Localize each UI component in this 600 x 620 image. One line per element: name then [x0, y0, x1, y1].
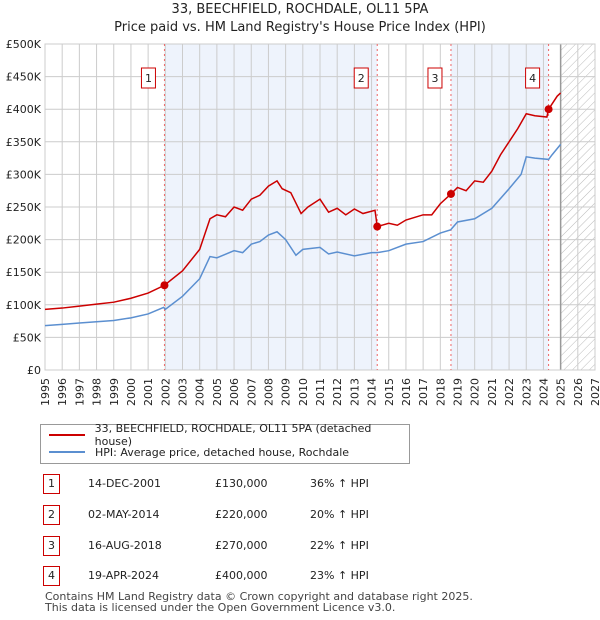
- legend-line-property: [49, 434, 85, 436]
- price-chart: 1995 1996 1997 1998 1999 2000 2001 2002 2003 2004…: [6, 38, 600, 406]
- sale-label-box: [525, 67, 541, 89]
- x-tick-label: 2016: [400, 378, 413, 406]
- x-tick-label: 2019: [452, 378, 465, 406]
- x-tick-label: 2006: [228, 378, 241, 406]
- sale-hpi-diff: 20% ↑ HPI: [310, 508, 369, 521]
- y-tick-label: £150K: [6, 266, 42, 279]
- sale-label: 2: [358, 72, 365, 85]
- x-tick-label: 2011: [314, 378, 327, 406]
- x-tick-label: 2013: [348, 378, 361, 406]
- sale-number: 2: [43, 505, 60, 525]
- x-tick-label: 2027: [589, 378, 600, 406]
- sale-price: £130,000: [215, 477, 268, 490]
- x-tick-label: 2018: [434, 378, 447, 406]
- footer-copyright: Contains HM Land Registry data © Crown c…: [45, 590, 473, 603]
- x-tick-label: 2023: [520, 378, 533, 406]
- y-tick-label: £0: [27, 364, 41, 377]
- chart-subtitle: Price paid vs. HM Land Registry's House …: [114, 20, 486, 35]
- sale-label: 4: [529, 72, 536, 85]
- x-tick-label: 2024: [537, 378, 550, 406]
- x-tick-label: 1998: [91, 378, 104, 406]
- x-tick-label: 2015: [383, 378, 396, 406]
- x-tick-label: 1999: [108, 378, 121, 406]
- x-tick-label: 2007: [245, 378, 258, 406]
- legend: 33, BEECHFIELD, ROCHDALE, OL11 5PA (deta…: [40, 422, 410, 464]
- legend-line-hpi: [49, 451, 85, 453]
- x-tick-label: 2003: [177, 378, 190, 406]
- table-row: 2 02-MAY-2014 £220,000 20% ↑ HPI: [0, 505, 600, 525]
- x-tick-label: 2012: [331, 378, 344, 406]
- legend-label-hpi: HPI: Average price, detached house, Roch…: [95, 445, 350, 459]
- y-tick-label: £300K: [6, 168, 42, 181]
- sale-hpi-diff: 36% ↑ HPI: [310, 477, 369, 490]
- sale-label: 1: [145, 72, 152, 85]
- x-tick-label: 2002: [159, 378, 172, 406]
- y-tick-label: £250K: [6, 201, 42, 214]
- hpi-line: [44, 143, 562, 327]
- property-price-line: [44, 92, 562, 311]
- x-tick-label: 2014: [366, 378, 379, 406]
- sale-point: [160, 281, 169, 290]
- x-tick-label: 2010: [297, 378, 310, 406]
- sale-label: 3: [431, 72, 438, 85]
- y-tick-label: £350K: [6, 136, 42, 149]
- sale-hpi-diff: 23% ↑ HPI: [310, 569, 369, 582]
- table-row: 1 14-DEC-2001 £130,000 36% ↑ HPI: [0, 474, 600, 494]
- x-tick-label: 2022: [503, 378, 516, 406]
- sale-price: £400,000: [215, 569, 268, 582]
- legend-label-property: 33, BEECHFIELD, ROCHDALE, OL11 5PA (deta…: [94, 422, 372, 448]
- y-tick-label: £500K: [6, 38, 42, 51]
- sale-number: 3: [43, 536, 60, 556]
- sale-hpi-diff: 22% ↑ HPI: [310, 539, 369, 552]
- footer-licence: This data is licensed under the Open Gov…: [45, 601, 396, 614]
- x-tick-label: 2017: [417, 378, 430, 406]
- x-tick-label: 2025: [555, 378, 568, 406]
- sale-date: 19-APR-2024: [88, 569, 160, 582]
- x-tick-label: 2000: [125, 378, 138, 406]
- y-tick-label: £50K: [13, 331, 42, 344]
- x-tick-label: 1997: [73, 378, 86, 406]
- sale-date: 14-DEC-2001: [88, 477, 162, 490]
- sale-point: [544, 105, 553, 114]
- y-tick-label: £200K: [6, 234, 42, 247]
- x-tick-label: 2005: [211, 378, 224, 406]
- x-tick-label: 2026: [572, 378, 585, 406]
- sale-point: [373, 222, 382, 231]
- sale-date: 16-AUG-2018: [88, 539, 162, 552]
- sale-label-box: [140, 67, 156, 89]
- y-tick-label: £450K: [6, 71, 42, 84]
- x-tick-label: 2021: [486, 378, 499, 406]
- x-tick-label: 2004: [194, 378, 207, 406]
- y-tick-label: £400K: [6, 103, 42, 116]
- sale-label-box: [427, 67, 443, 89]
- sale-number: 4: [43, 566, 60, 586]
- x-tick-label: 2009: [280, 378, 293, 406]
- table-row: 4 19-APR-2024 £400,000 23% ↑ HPI: [0, 566, 600, 586]
- table-row: 3 16-AUG-2018 £270,000 22% ↑ HPI: [0, 536, 600, 556]
- sale-number: 1: [43, 474, 60, 494]
- x-tick-label: 2001: [142, 378, 155, 406]
- y-tick-label: £100K: [6, 299, 42, 312]
- sale-date: 02-MAY-2014: [88, 508, 160, 521]
- x-tick-label: 1996: [56, 378, 69, 406]
- plot-border: [44, 43, 596, 371]
- sale-price: £270,000: [215, 539, 268, 552]
- sale-label-box: [353, 67, 369, 89]
- chart-title: 33, BEECHFIELD, ROCHDALE, OL11 5PA: [171, 2, 429, 17]
- sale-price: £220,000: [215, 508, 268, 521]
- x-tick-label: 1995: [39, 378, 52, 406]
- x-tick-label: 2020: [469, 378, 482, 406]
- x-tick-label: 2008: [262, 378, 275, 406]
- sale-point: [446, 189, 455, 198]
